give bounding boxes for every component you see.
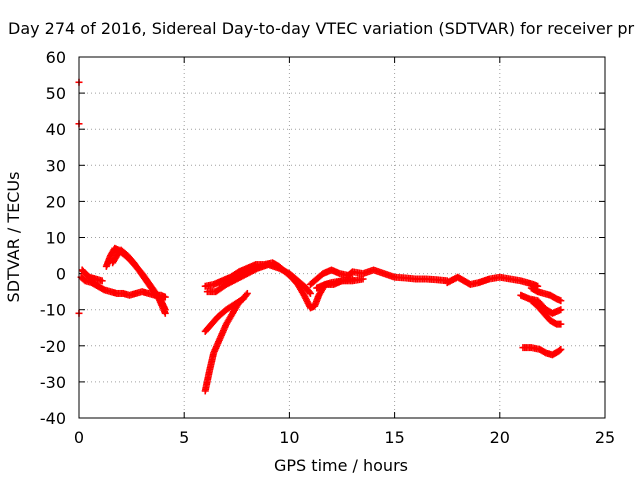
y-tick-label: -10 [40,301,66,320]
data-point-marker [556,346,564,354]
data-point-marker [243,289,251,297]
y-tick-label: 0 [56,265,66,284]
data-point-marker [306,289,314,297]
data-points [75,78,565,395]
plot-frame [78,56,606,419]
axis-ticks: 0 5 10 15 20 25 -40 -30 -20 -10 0 10 20 30 40 50 60 [40,48,615,447]
y-axis-label: SDTVAR / TECUs [4,172,23,303]
y-tick-label: 40 [46,120,66,139]
data-point-marker [557,297,565,305]
y-tick-label: 20 [46,192,66,211]
y-tick-label: -40 [40,409,66,428]
data-point-marker [161,309,169,317]
x-tick-label: 0 [74,428,84,447]
x-axis-label: GPS time / hours [274,456,408,475]
y-tick-label: 60 [46,48,66,67]
data-point-marker [238,296,246,304]
y-tick-label: 50 [46,84,66,103]
y-tick-label: -20 [40,337,66,356]
data-point-marker [557,345,565,353]
x-tick-label: 15 [384,428,404,447]
y-tick-label: 30 [46,156,66,175]
x-tick-label: 10 [279,428,299,447]
data-point-marker [161,293,169,301]
grid-lines [79,57,605,418]
data-point-marker [242,291,250,299]
x-tick-label: 25 [595,428,615,447]
y-tick-label: 10 [46,229,66,248]
data-point-marker [239,295,247,303]
data-point-marker [305,288,313,296]
data-point-marker [359,275,367,283]
data-point-marker [98,277,106,285]
y-tick-label: -30 [40,373,66,392]
chart-title: Day 274 of 2016, Sidereal Day-to-day VTE… [8,19,635,38]
x-tick-label: 5 [179,428,189,447]
x-tick-label: 20 [490,428,510,447]
data-point-marker [557,306,565,314]
data-point-marker [557,320,565,328]
